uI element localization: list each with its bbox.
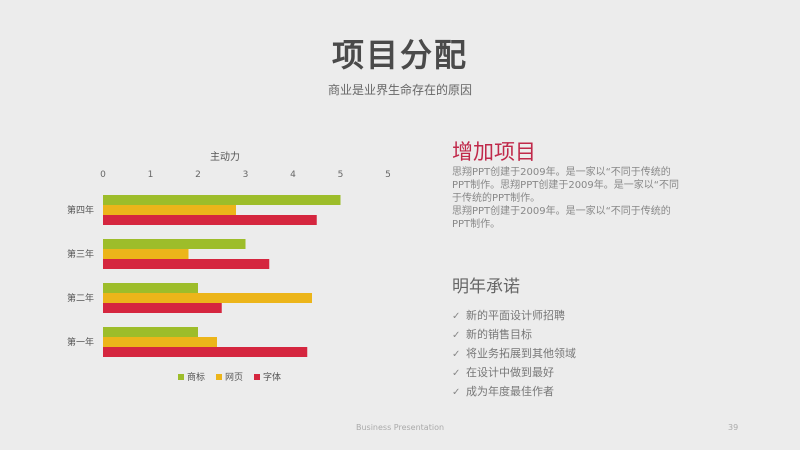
x-tick-label: 5 [338,170,344,180]
x-tick-label: 3 [243,170,249,180]
bar-网页 [103,337,217,347]
legend-label: 网页 [225,372,243,383]
bar-字体 [103,303,222,313]
legend-swatch [178,374,184,380]
bar-商标 [103,239,246,249]
increase-projects-heading: 增加项目 [452,140,536,164]
check-icon: ✓ [452,330,461,341]
list-item: ✓ 新的平面设计师招聘 [452,306,692,325]
page-number: 39 [728,423,739,432]
x-tick-label: 5 [385,170,391,180]
x-tick-label: 1 [148,170,154,180]
x-tick-label: 4 [290,170,296,180]
legend-swatch [216,374,222,380]
slide-subtitle: 商业是业界生命存在的原因 [327,83,472,97]
bar-商标 [103,283,198,293]
bar-商标 [103,327,198,337]
description-paragraph-1: 思翔PPT创建于2009年。是一家以“不同于传统的PPT制作。思翔PPT创建于2… [452,167,679,204]
next-year-commitments-heading: 明年承诺 [452,277,520,297]
bar-网页 [103,249,189,259]
check-icon: ✓ [452,368,461,379]
bar-字体 [103,347,308,357]
chart-title: 主动力 [210,150,240,163]
commitment-list: ✓ 新的平面设计师招聘 ✓ 新的销售目标 ✓ 将业务拓展到其他领域 ✓ 在设计中做到最好… [452,306,692,401]
bar-字体 [103,215,317,225]
bar-商标 [103,195,341,205]
list-item: ✓ 新的销售目标 [452,325,692,344]
list-item: ✓ 将业务拓展到其他领域 [452,344,692,363]
list-item: ✓ 成为年度最佳作者 [452,382,692,401]
bar-字体 [103,259,270,269]
footer-text: Business Presentation [355,423,445,432]
category-label: 第一年 [67,336,94,348]
bar-网页 [103,293,312,303]
check-icon: ✓ [452,349,461,360]
legend-label: 商标 [187,371,205,383]
legend-swatch [254,374,260,380]
legend-label: 字体 [263,371,281,383]
x-tick-label: 2 [195,170,201,180]
check-icon: ✓ [452,311,461,322]
category-label: 第四年 [67,204,94,216]
x-tick-label: 0 [100,170,106,180]
check-icon: ✓ [452,387,461,398]
category-label: 第二年 [67,292,94,304]
bar-网页 [103,205,236,215]
description-paragraph-2: 思翔PPT创建于2009年。是一家以“不同于传统的PPT制作。 [452,206,671,230]
list-item: ✓ 在设计中做到最好 [452,363,692,382]
slide-title: 项目分配 [331,36,468,74]
category-label: 第三年 [67,248,94,260]
